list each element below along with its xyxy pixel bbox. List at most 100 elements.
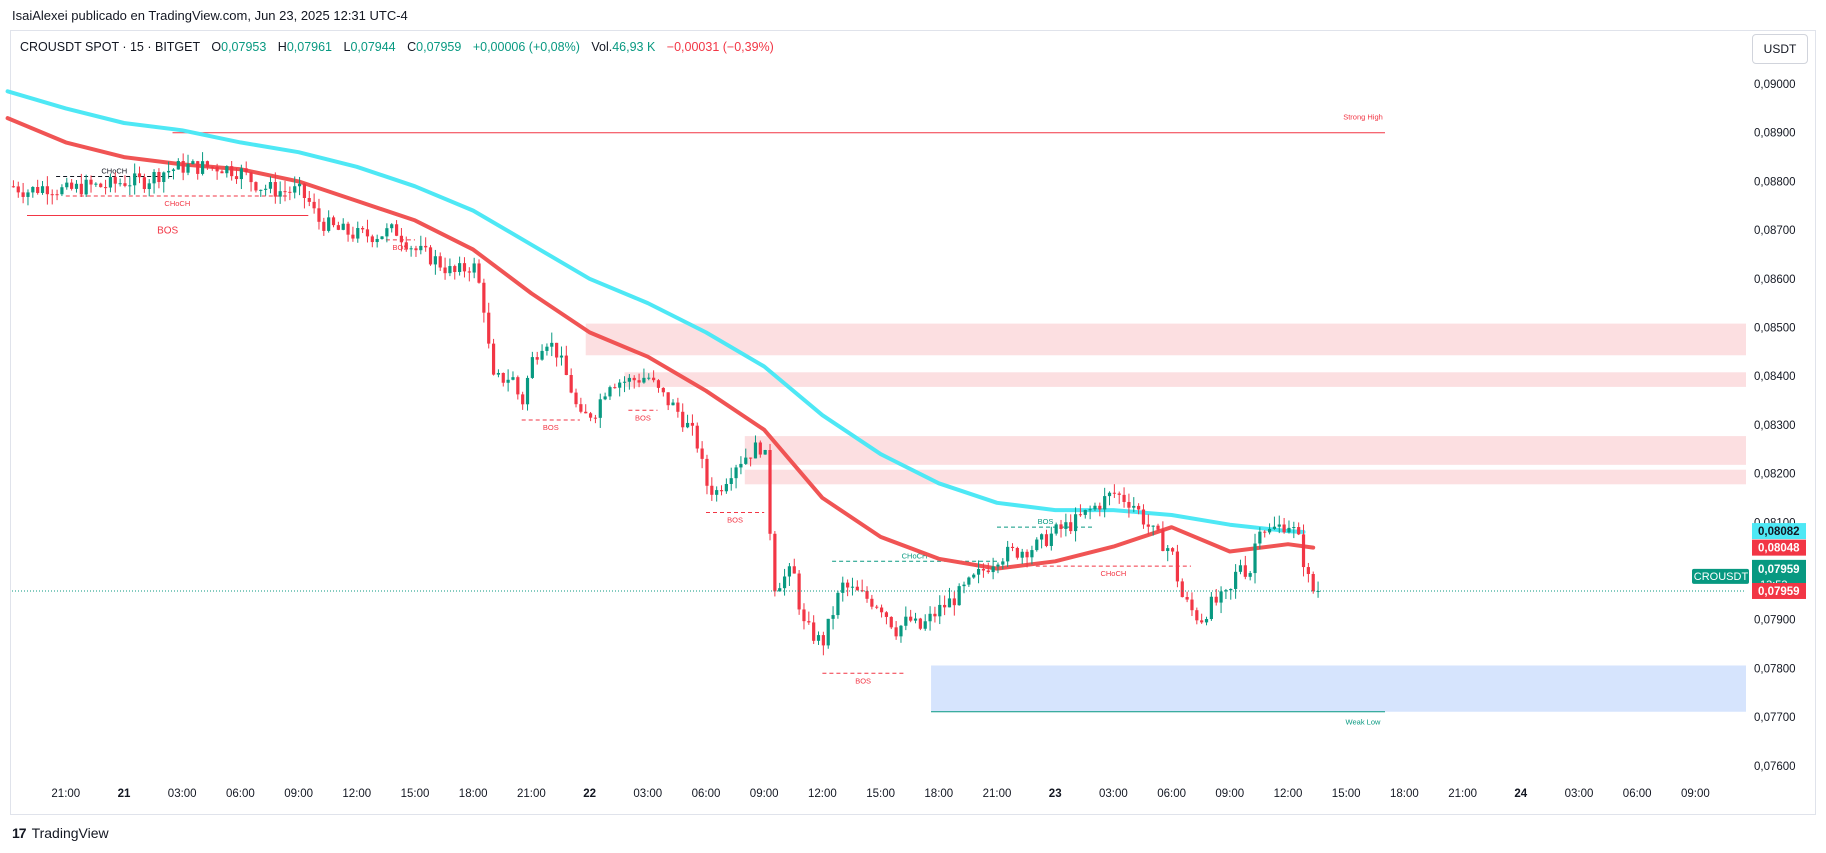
candle-body bbox=[167, 170, 171, 173]
candle-body bbox=[773, 533, 777, 592]
candle-body bbox=[1234, 571, 1238, 589]
candle-body bbox=[1093, 505, 1097, 510]
candle-body bbox=[157, 171, 161, 183]
price-tag-text: 0,07959 bbox=[1758, 564, 1800, 576]
legend-symbol[interactable]: CROUSDT SPOT · 15 · BITGET bbox=[20, 40, 200, 54]
candle-body bbox=[16, 186, 20, 193]
x-axis-tick-label: 23 bbox=[1049, 788, 1062, 800]
candle-body bbox=[322, 221, 326, 231]
x-axis-tick-label: 09:00 bbox=[1215, 788, 1244, 800]
currency-button[interactable]: USDT bbox=[1752, 34, 1808, 64]
candle-body bbox=[361, 228, 365, 230]
candle-body bbox=[1190, 599, 1194, 611]
candle-body bbox=[763, 450, 767, 455]
structure-label: BOS bbox=[727, 516, 743, 525]
tradingview-footer[interactable]: 17 TradingView bbox=[12, 825, 109, 841]
candle-body bbox=[1209, 596, 1213, 620]
y-axis-tick-label: 0,08900 bbox=[1754, 128, 1796, 140]
candle-body bbox=[317, 208, 321, 222]
candle-body bbox=[700, 448, 704, 459]
candle-body bbox=[336, 225, 340, 230]
candle-body bbox=[424, 245, 428, 248]
candle-body bbox=[21, 192, 25, 197]
candle-body bbox=[555, 342, 559, 358]
candle-body bbox=[1301, 534, 1306, 568]
price-tag-bg bbox=[1752, 523, 1806, 540]
x-axis-tick-label: 21:00 bbox=[1448, 788, 1477, 800]
legend-high-value: 0,07961 bbox=[286, 40, 333, 54]
candle-body bbox=[341, 223, 345, 230]
level-label: Strong High bbox=[1343, 113, 1383, 122]
candle-body bbox=[1204, 619, 1209, 623]
x-axis-tick-label: 15:00 bbox=[866, 788, 895, 800]
y-axis-tick-label: 0,07800 bbox=[1754, 663, 1796, 675]
candle-body bbox=[433, 256, 437, 265]
price-tag-bg bbox=[1752, 539, 1806, 556]
candle-body bbox=[11, 186, 16, 188]
candle-body bbox=[142, 177, 146, 190]
candle-body bbox=[399, 235, 404, 243]
candle-body bbox=[559, 355, 564, 358]
y-axis-tick-label: 0,08300 bbox=[1754, 420, 1796, 432]
candle-body bbox=[1166, 548, 1170, 552]
candle-body bbox=[938, 604, 942, 617]
candle-body bbox=[215, 166, 219, 172]
candle-body bbox=[351, 234, 355, 239]
candle-body bbox=[1219, 591, 1223, 603]
candle-body bbox=[792, 566, 796, 574]
candle-body bbox=[1035, 539, 1039, 551]
candle-body bbox=[1277, 524, 1281, 527]
candle-body bbox=[535, 357, 539, 360]
candle-body bbox=[918, 618, 922, 629]
candle-body bbox=[1253, 543, 1257, 574]
candle-body bbox=[1258, 531, 1262, 544]
structure-label: CHoCH bbox=[902, 551, 928, 560]
candle-body bbox=[681, 411, 685, 428]
candle-body bbox=[225, 166, 229, 174]
candle-body bbox=[967, 577, 971, 585]
candle-body bbox=[210, 166, 214, 168]
candle-body bbox=[715, 490, 719, 495]
candle-body bbox=[1272, 526, 1277, 529]
legend-volume-value: 46,93 K bbox=[612, 40, 656, 54]
candle-body bbox=[99, 183, 103, 188]
candle-body bbox=[525, 377, 530, 405]
candle-body bbox=[947, 598, 952, 608]
candle-body bbox=[40, 186, 45, 193]
candle-body bbox=[472, 263, 476, 273]
candle-body bbox=[957, 586, 961, 606]
candle-body bbox=[26, 192, 30, 197]
candle-body bbox=[807, 621, 811, 623]
candle-body bbox=[530, 357, 534, 378]
candle-body bbox=[1214, 596, 1218, 603]
x-axis-tick-label: 09:00 bbox=[284, 788, 313, 800]
candle-body bbox=[627, 377, 631, 382]
x-axis-tick-label: 24 bbox=[1514, 788, 1527, 800]
candle-body bbox=[458, 263, 462, 272]
candle-body bbox=[622, 381, 627, 383]
candle-body bbox=[1132, 505, 1136, 508]
candle-body bbox=[1297, 527, 1301, 535]
candle-body bbox=[695, 425, 699, 449]
structure-label: BOS bbox=[1038, 517, 1054, 526]
candle-body bbox=[1025, 551, 1029, 558]
candle-body bbox=[288, 191, 292, 193]
candle-body bbox=[981, 569, 986, 571]
y-axis-tick-label: 0,08700 bbox=[1754, 225, 1796, 237]
candle-body bbox=[487, 312, 491, 344]
supply-zone bbox=[744, 469, 1746, 485]
candle-body bbox=[137, 173, 142, 178]
candle-body bbox=[1175, 551, 1180, 582]
candle-body bbox=[1137, 505, 1141, 510]
candle-body bbox=[1098, 505, 1102, 510]
x-axis-tick-label: 21:00 bbox=[517, 788, 546, 800]
candle-body bbox=[812, 622, 816, 641]
x-axis-tick-label: 15:00 bbox=[1332, 788, 1361, 800]
candle-body bbox=[453, 266, 457, 272]
candle-body bbox=[1287, 527, 1291, 533]
candle-body bbox=[850, 586, 855, 588]
candle-body bbox=[171, 169, 176, 171]
candle-body bbox=[909, 616, 913, 621]
x-axis-tick-label: 06:00 bbox=[1157, 788, 1186, 800]
